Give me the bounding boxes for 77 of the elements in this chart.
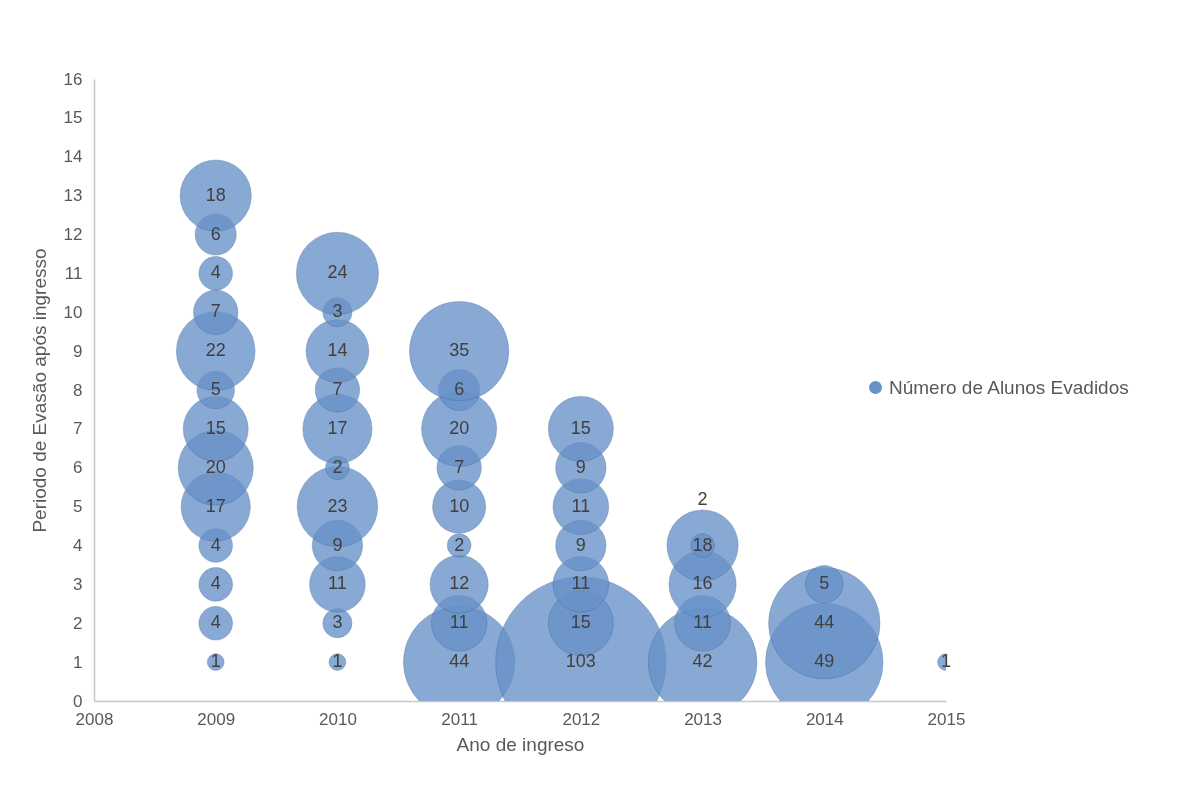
x-tick-label: 2012 — [562, 709, 601, 729]
data-label: 4 — [210, 534, 221, 555]
data-label: 10 — [449, 495, 470, 516]
x-axis-title: Ano de ingreso — [456, 733, 585, 755]
data-label: 4 — [210, 573, 221, 594]
data-label: 9 — [332, 534, 343, 555]
data-label: 4 — [210, 612, 221, 633]
data-label: 6 — [210, 223, 221, 244]
data-label: 15 — [570, 417, 591, 438]
y-tick-label: 11 — [64, 263, 83, 283]
data-label: 103 — [565, 651, 596, 672]
data-label: 18 — [205, 184, 226, 205]
data-label: 3 — [332, 301, 343, 322]
data-label: 17 — [327, 417, 348, 438]
x-tick-label: 2010 — [319, 709, 357, 729]
data-label: 3 — [332, 612, 343, 633]
y-tick-label: 0 — [73, 691, 83, 711]
data-label: 12 — [449, 573, 470, 594]
data-label: 49 — [814, 651, 835, 672]
x-tick-label: 2011 — [441, 709, 478, 729]
data-label: 1 — [210, 651, 221, 672]
y-tick-label: 9 — [73, 341, 83, 361]
data-label: 9 — [575, 456, 586, 477]
data-label: 42 — [692, 651, 713, 672]
data-label: 9 — [575, 534, 586, 555]
data-label: 44 — [449, 651, 470, 672]
data-label: 11 — [571, 495, 591, 516]
y-tick-label: 15 — [63, 108, 83, 128]
data-label: 7 — [210, 301, 221, 322]
y-tick-label: 16 — [63, 69, 83, 89]
data-label: 5 — [210, 379, 221, 399]
x-tick-label: 2013 — [684, 709, 722, 729]
y-tick-label: 3 — [73, 574, 83, 594]
y-tick-label: 14 — [63, 147, 83, 167]
data-label: 2 — [697, 488, 708, 509]
data-label: 16 — [692, 573, 713, 594]
data-label: 2 — [454, 534, 465, 555]
y-tick-label: 12 — [63, 225, 83, 244]
data-label: 14 — [327, 340, 348, 361]
y-tick-label: 1 — [73, 652, 83, 672]
legend-label: Número de Alunos Evadidos — [889, 376, 1129, 398]
data-label: 15 — [570, 612, 591, 633]
data-label: 11 — [328, 573, 347, 594]
y-tick-label: 2 — [73, 613, 83, 633]
y-tick-label: 7 — [73, 419, 83, 439]
y-tick-label: 6 — [73, 458, 83, 478]
data-label: 20 — [205, 456, 226, 477]
data-label: 20 — [449, 417, 470, 438]
x-tick-label: 2008 — [75, 709, 114, 729]
data-label: 11 — [449, 612, 469, 633]
data-label: 1 — [940, 651, 952, 672]
y-tick-label: 13 — [63, 186, 83, 206]
data-label: 17 — [205, 495, 226, 516]
y-tick-label: 5 — [73, 497, 83, 517]
y-tick-label: 10 — [63, 302, 83, 322]
data-label: 11 — [693, 612, 712, 633]
data-label: 44 — [814, 612, 835, 633]
data-label: 15 — [205, 417, 226, 438]
data-label: 7 — [454, 456, 465, 477]
data-label: 18 — [692, 534, 713, 555]
data-label: 11 — [571, 573, 591, 594]
x-tick-label: 2009 — [197, 709, 236, 729]
data-label: 6 — [454, 379, 465, 399]
data-label: 35 — [449, 340, 470, 361]
x-tick-label: 2014 — [805, 709, 844, 729]
data-label: 1 — [332, 651, 343, 672]
x-tick-label: 2015 — [927, 709, 966, 729]
y-tick-label: 8 — [73, 380, 83, 400]
data-label: 4 — [210, 262, 221, 283]
data-label: 24 — [327, 262, 348, 283]
y-tick-label: 4 — [73, 536, 83, 555]
data-label: 2 — [332, 456, 343, 477]
data-label: 5 — [819, 573, 830, 594]
data-label: 22 — [205, 340, 226, 361]
data-label: 7 — [332, 379, 343, 399]
y-axis-title: Periodo de Evasão após ingresso — [28, 248, 50, 533]
data-label: 23 — [327, 495, 348, 516]
